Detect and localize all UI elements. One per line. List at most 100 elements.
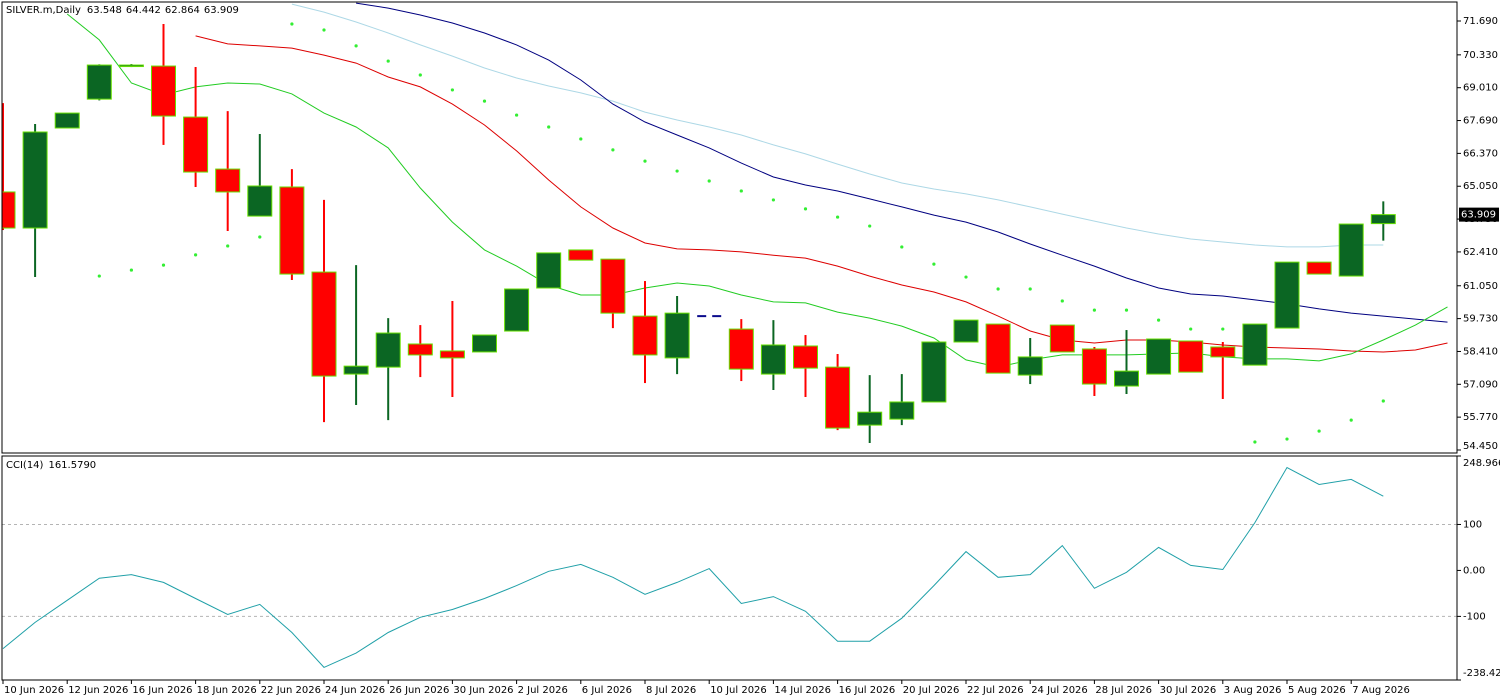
- sar-dot: [996, 287, 1000, 291]
- x-tick-label: 18 Jun 2026: [197, 685, 257, 696]
- candle-body: [311, 271, 337, 377]
- sar-dot: [1349, 418, 1353, 422]
- sar-dot: [1381, 399, 1385, 403]
- sar-dot: [161, 263, 166, 267]
- candle-body: [118, 64, 144, 68]
- axes: 71.69070.33069.01067.69066.37065.05063.7…: [2, 16, 1500, 696]
- sar-dot: [547, 125, 551, 129]
- candle-body: [1370, 214, 1396, 225]
- y-tick-label: 0.00: [1463, 565, 1485, 576]
- sar-dot: [1157, 318, 1161, 322]
- x-tick-label: 8 Jul 2026: [646, 685, 696, 696]
- price-panel-border: [1, 1, 1458, 454]
- candle-body: [2, 191, 16, 229]
- candle-body: [439, 350, 465, 359]
- y-tick-label: 61.050: [1463, 281, 1498, 292]
- candle-body: [1081, 348, 1107, 385]
- sar-dot: [707, 179, 711, 183]
- candle-body: [279, 186, 305, 275]
- candle-body: [1306, 261, 1332, 275]
- symbol-title: SILVER.m,Daily: [6, 5, 81, 16]
- sar-dot: [900, 245, 904, 249]
- sar-dot: [1317, 429, 1321, 433]
- x-tick-label: 5 Aug 2026: [1288, 685, 1346, 696]
- current-price-label: 63.909: [1461, 210, 1496, 221]
- candle-body: [632, 315, 658, 356]
- sar-dot: [611, 148, 615, 152]
- moving-average-line: [195, 35, 1448, 353]
- y-tick-label: 55.770: [1463, 412, 1498, 423]
- candle-body: [1242, 323, 1268, 366]
- candle-body: [857, 411, 883, 426]
- candle-body: [825, 366, 851, 429]
- candle-body: [407, 343, 433, 356]
- sar-dot: [868, 224, 872, 228]
- x-tick-label: 16 Jun 2026: [132, 685, 192, 696]
- current-price-box: [1459, 207, 1499, 222]
- y-tick-label: 58.410: [1463, 346, 1498, 357]
- sar-dot: [803, 207, 808, 211]
- x-tick-label: 6 Jul 2026: [582, 685, 632, 696]
- candle-body: [215, 168, 241, 193]
- x-tick-label: 22 Jun 2026: [261, 685, 321, 696]
- y-tick-label: 65.050: [1463, 181, 1498, 192]
- sar-dot: [739, 189, 743, 193]
- cci-panel-border: [1, 455, 1458, 681]
- cci-panel: [2, 466, 1457, 669]
- candle-body: [921, 341, 947, 403]
- x-tick-label: 26 Jun 2026: [389, 685, 449, 696]
- candle-body: [86, 64, 112, 100]
- sar-dot: [226, 244, 230, 248]
- last-low: 62.864: [165, 5, 200, 16]
- candle-body: [793, 345, 818, 369]
- candle-body: [151, 65, 176, 117]
- x-tick-label: 3 Aug 2026: [1224, 685, 1282, 696]
- y-tick-label: 54.450: [1463, 441, 1498, 452]
- sar-dot: [129, 268, 133, 272]
- sar-dot: [418, 73, 422, 77]
- candle-body: [183, 116, 209, 173]
- sar-dot: [1285, 437, 1289, 441]
- sar-dot: [386, 59, 390, 63]
- sar-dot: [450, 88, 454, 92]
- candle-body: [22, 131, 48, 229]
- candle-body: [600, 258, 626, 314]
- sar-dot: [675, 169, 679, 173]
- sar-dot: [932, 262, 936, 266]
- candle-body: [1210, 346, 1236, 358]
- sar-dot: [322, 28, 326, 32]
- x-tick-label: 7 Aug 2026: [1352, 685, 1410, 696]
- y-tick-label: 66.370: [1463, 148, 1498, 159]
- x-tick-label: 10 Jul 2026: [710, 685, 767, 696]
- candle-body: [760, 344, 786, 375]
- candle-body: [375, 332, 401, 368]
- sar-dot: [482, 99, 487, 103]
- candle-body: [953, 319, 979, 343]
- y-tick-label: -100: [1463, 611, 1486, 622]
- candle-body: [1146, 338, 1172, 375]
- candle-body: [889, 401, 915, 420]
- x-tick-label: 30 Jul 2026: [1160, 685, 1217, 696]
- sar-dot: [1189, 327, 1193, 331]
- y-tick-label: 67.690: [1463, 116, 1498, 127]
- candle-body: [568, 249, 594, 261]
- sar-dot: [836, 215, 840, 219]
- candle-body: [664, 312, 690, 359]
- x-tick-label: 12 Jun 2026: [68, 685, 128, 696]
- sar-dot: [771, 198, 776, 202]
- x-tick-label: 22 Jul 2026: [967, 685, 1024, 696]
- moving-average-line: [291, 3, 1384, 248]
- candle-body: [1338, 223, 1364, 277]
- sar-dot: [1092, 308, 1096, 312]
- cci-header: CCI(14) 161.5790: [6, 460, 96, 471]
- candle-body: [985, 323, 1011, 374]
- sar-dot: [1221, 327, 1225, 331]
- candle-body: [1178, 340, 1204, 373]
- candle-body: [343, 365, 369, 375]
- x-tick-label: 10 Jun 2026: [4, 685, 64, 696]
- x-tick-label: 24 Jun 2026: [325, 685, 385, 696]
- x-tick-label: 14 Jul 2026: [774, 685, 831, 696]
- cci-title: CCI(14): [6, 460, 44, 471]
- sar-dot: [1060, 299, 1064, 303]
